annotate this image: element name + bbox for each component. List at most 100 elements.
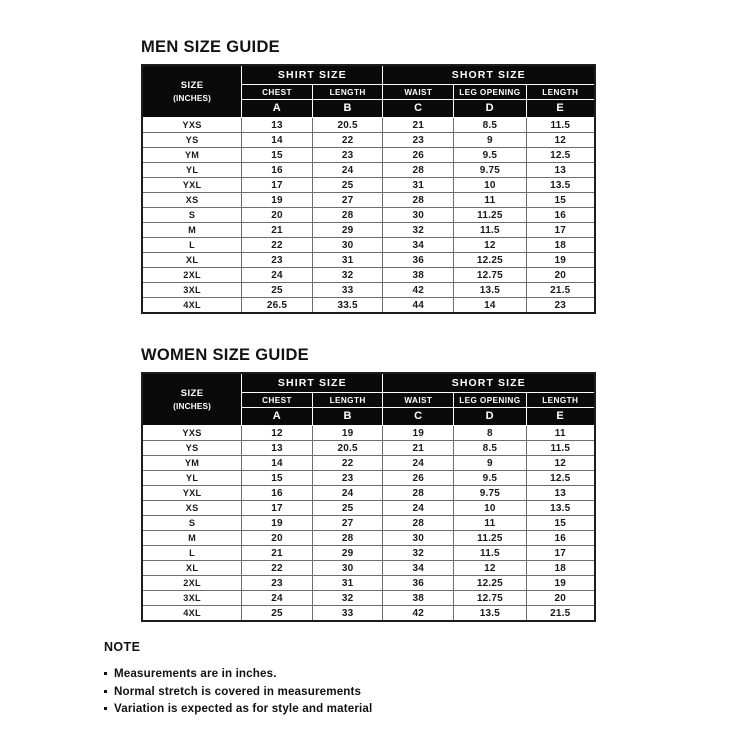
row-short-length: 15 xyxy=(525,192,596,209)
row-chest: 13 xyxy=(241,117,313,134)
row-size: 3XL xyxy=(141,282,243,299)
row-size: YXS xyxy=(141,425,243,442)
row-size: YL xyxy=(141,162,243,179)
row-waist: 28 xyxy=(382,485,455,502)
row-chest: 22 xyxy=(241,560,313,577)
letter-header-row: A B C D E xyxy=(142,99,596,119)
row-leg-opening: 11 xyxy=(453,192,527,209)
row-size: 4XL xyxy=(141,297,243,314)
row-waist: 30 xyxy=(382,530,455,547)
men-size-guide-title: MEN SIZE GUIDE xyxy=(141,38,280,56)
row-short-length: 16 xyxy=(525,530,596,547)
note-list: Measurements are in inches. Normal stretc… xyxy=(104,665,624,718)
row-chest: 13 xyxy=(241,440,313,457)
row-size: YXL xyxy=(141,485,243,502)
row-shirt-length: 19 xyxy=(311,425,384,442)
row-short-length: 13.5 xyxy=(525,177,596,194)
row-short-length: 12.5 xyxy=(525,147,596,164)
row-shirt-length: 25 xyxy=(311,500,384,517)
row-size: YL xyxy=(141,470,243,487)
row-leg-opening: 11 xyxy=(453,515,527,532)
row-leg-opening: 12.25 xyxy=(453,252,527,269)
row-chest: 17 xyxy=(241,177,313,194)
row-chest: 23 xyxy=(241,252,313,269)
row-shirt-length: 33 xyxy=(311,282,384,299)
row-size: 3XL xyxy=(141,590,243,607)
table-row: M 21 29 32 11.5 17 xyxy=(141,222,596,239)
letter-header-b: B xyxy=(311,99,384,119)
table-row: YXL 16 24 28 9.75 13 xyxy=(141,485,596,502)
row-short-length: 13 xyxy=(525,485,596,502)
row-shirt-length: 30 xyxy=(311,237,384,254)
sub-header-waist: WAIST xyxy=(382,84,455,101)
row-short-length: 12.5 xyxy=(525,470,596,487)
row-leg-opening: 11.5 xyxy=(453,545,527,562)
row-leg-opening: 8 xyxy=(453,425,527,442)
table-row: L 22 30 34 12 18 xyxy=(141,237,596,254)
row-shirt-length: 24 xyxy=(311,485,384,502)
table-row: YM 15 23 26 9.5 12.5 xyxy=(141,147,596,164)
row-size: L xyxy=(141,237,243,254)
sub-header-row: CHEST LENGTH WAIST LEG OPENING LENGTH xyxy=(142,84,596,101)
row-shirt-length: 28 xyxy=(311,207,384,224)
letter-header-e: E xyxy=(525,407,596,427)
row-shirt-length: 29 xyxy=(311,222,384,239)
row-waist: 23 xyxy=(382,132,455,149)
row-leg-opening: 9 xyxy=(453,132,527,149)
note-item: Variation is expected as for style and m… xyxy=(104,700,624,718)
row-chest: 15 xyxy=(241,147,313,164)
row-short-length: 16 xyxy=(525,207,596,224)
sub-header-chest: CHEST xyxy=(241,84,313,101)
row-short-length: 12 xyxy=(525,132,596,149)
letter-header-a: A xyxy=(241,407,313,427)
row-size: M xyxy=(141,222,243,239)
table-row: YXL 17 25 31 10 13.5 xyxy=(141,177,596,194)
row-leg-opening: 9.75 xyxy=(453,485,527,502)
sub-header-short-length: LENGTH xyxy=(525,84,596,101)
row-leg-opening: 12.75 xyxy=(453,590,527,607)
row-waist: 42 xyxy=(382,282,455,299)
row-chest: 19 xyxy=(241,192,313,209)
note-item-text: Variation is expected as for style and m… xyxy=(114,702,373,716)
table-row: YL 16 24 28 9.75 13 xyxy=(141,162,596,179)
table-row: YXS 13 20.5 21 8.5 11.5 xyxy=(141,117,596,134)
row-short-length: 11.5 xyxy=(525,440,596,457)
row-chest: 21 xyxy=(241,545,313,562)
row-waist: 36 xyxy=(382,252,455,269)
row-shirt-length: 30 xyxy=(311,560,384,577)
table-row: YL 15 23 26 9.5 12.5 xyxy=(141,470,596,487)
row-short-length: 15 xyxy=(525,515,596,532)
table-row: XS 17 25 24 10 13.5 xyxy=(141,500,596,517)
row-waist: 38 xyxy=(382,267,455,284)
row-chest: 19 xyxy=(241,515,313,532)
row-shirt-length: 22 xyxy=(311,132,384,149)
row-shirt-length: 23 xyxy=(311,470,384,487)
table-row: XL 23 31 36 12.25 19 xyxy=(141,252,596,269)
table-row: S 19 27 28 11 15 xyxy=(141,515,596,532)
table-row: 2XL 23 31 36 12.25 19 xyxy=(141,575,596,592)
row-chest: 22 xyxy=(241,237,313,254)
row-short-length: 20 xyxy=(525,590,596,607)
women-size-guide-title: WOMEN SIZE GUIDE xyxy=(141,346,309,364)
size-corner-header: SIZE (INCHES) xyxy=(141,64,243,119)
table-row: L 21 29 32 11.5 17 xyxy=(141,545,596,562)
row-chest: 14 xyxy=(241,455,313,472)
table-row: YXS 12 19 19 8 11 xyxy=(141,425,596,442)
row-chest: 21 xyxy=(241,222,313,239)
letter-header-c: C xyxy=(382,99,455,119)
shirt-size-group-header: SHIRT SIZE xyxy=(241,64,384,86)
men-table-body: YXS 13 20.5 21 8.5 11.5 YS 14 22 23 9 12 YM 15 23 26 9.5… xyxy=(141,117,596,314)
row-size: 2XL xyxy=(141,267,243,284)
short-size-group-header: SHORT SIZE xyxy=(382,372,596,394)
sub-header-shirt-length: LENGTH xyxy=(311,84,384,101)
row-waist: 26 xyxy=(382,147,455,164)
row-chest: 25 xyxy=(241,282,313,299)
letter-header-d: D xyxy=(453,407,527,427)
row-size: M xyxy=(141,530,243,547)
row-waist: 28 xyxy=(382,192,455,209)
row-size: 2XL xyxy=(141,575,243,592)
women-size-table: SIZE (INCHES) SHIRT SIZE SHORT SIZE CHES… xyxy=(141,372,596,623)
size-corner-label: SIZE xyxy=(180,79,204,91)
row-shirt-length: 27 xyxy=(311,192,384,209)
row-waist: 24 xyxy=(382,455,455,472)
